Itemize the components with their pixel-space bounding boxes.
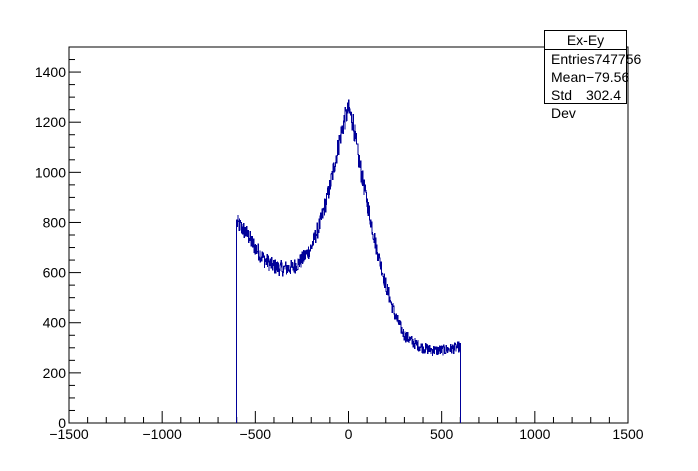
stats-row-stddev: Std Dev 302.4 <box>545 86 626 121</box>
x-tick-label: 1500 <box>612 426 643 442</box>
y-tick-label: 1200 <box>35 114 66 130</box>
y-tick-label: 200 <box>43 365 67 381</box>
stats-value-mean: −79.56 <box>586 69 630 85</box>
y-tick-label: 1000 <box>35 164 66 180</box>
y-tick-label: 400 <box>43 315 67 331</box>
y-tick-label: 0 <box>58 415 66 431</box>
stats-title: Ex-Ey <box>545 31 626 50</box>
stats-label-entries: Entries <box>551 51 595 67</box>
stats-label-stddev: Std Dev <box>551 87 576 121</box>
stats-row-entries: Entries 747756 <box>545 50 641 68</box>
x-tick-label: 0 <box>345 426 353 442</box>
x-tick-label: 1000 <box>519 426 550 442</box>
stats-row-mean: Mean −79.56 <box>545 68 630 86</box>
stats-box: Ex-Ey Entries 747756 Mean −79.56 Std Dev… <box>544 30 641 121</box>
x-tick-label: −1500 <box>49 426 89 442</box>
y-tick-label: 800 <box>43 214 67 230</box>
stats-value-stddev: 302.4 <box>585 87 621 103</box>
y-tick-label: 1400 <box>35 64 66 80</box>
stats-label-mean: Mean <box>551 69 587 85</box>
stats-value-entries: 747756 <box>594 51 642 67</box>
x-tick-label: 500 <box>430 426 454 442</box>
histogram-series <box>236 99 461 423</box>
x-tick-label: −1000 <box>143 426 183 442</box>
y-tick-label: 600 <box>43 265 67 281</box>
x-tick-label: −500 <box>240 426 272 442</box>
